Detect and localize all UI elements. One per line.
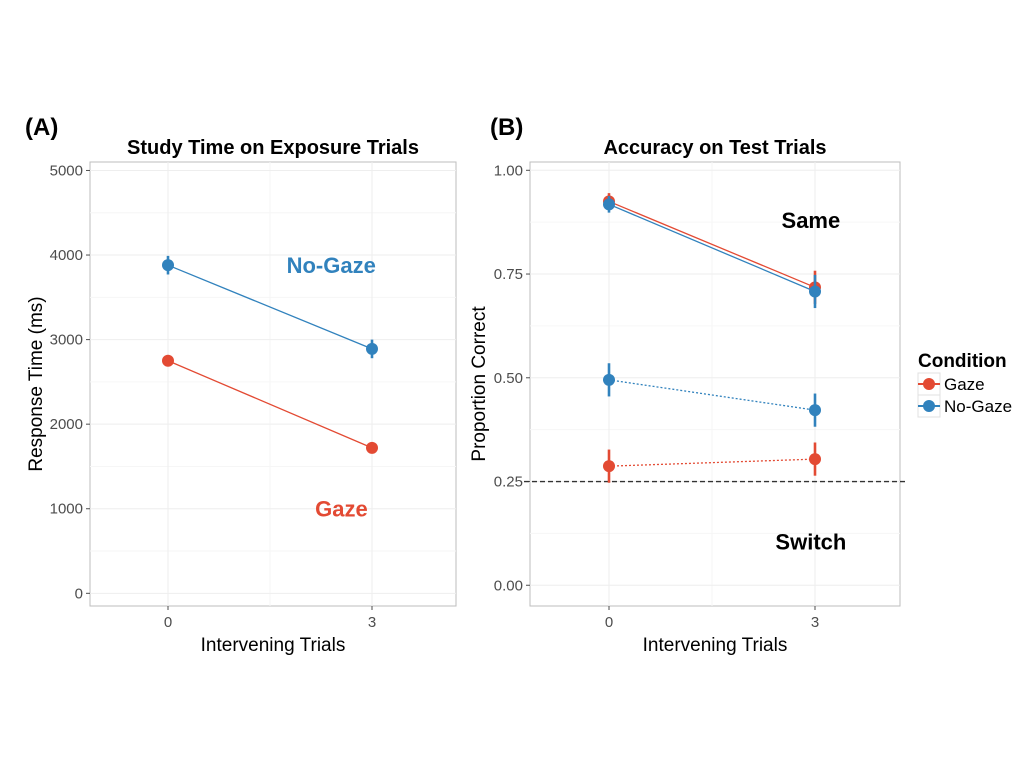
- y-tick-label: 4000: [50, 247, 83, 264]
- data-point: [809, 453, 821, 466]
- y-tick-label: 0.50: [494, 370, 523, 387]
- y-tick-label: 1000: [50, 501, 83, 518]
- data-point: [366, 441, 378, 454]
- x-tick-label: 3: [811, 614, 819, 631]
- plot-frame: [89, 161, 457, 607]
- x-tick-label: 0: [164, 614, 172, 631]
- x-axis-label: Intervening Trials: [643, 635, 788, 656]
- y-tick-label: 5000: [50, 162, 83, 179]
- panel-tag: (A): [25, 114, 58, 141]
- chart-title: Study Time on Exposure Trials: [127, 137, 419, 159]
- legend-key-marker: [923, 378, 935, 390]
- series-gaze-switch: [603, 442, 821, 483]
- y-tick-label: 0.75: [494, 266, 523, 283]
- y-tick-label: 0.00: [494, 577, 523, 594]
- series-gaze: [162, 354, 378, 454]
- y-axis-label: Response Time (ms): [26, 296, 47, 471]
- legend-item-label: No-Gaze: [944, 397, 1012, 416]
- series-line: [167, 360, 373, 449]
- plot-frame: [529, 161, 901, 607]
- annotation-label: Gaze: [315, 497, 368, 522]
- chart-title: Accuracy on Test Trials: [603, 137, 826, 159]
- y-tick-label: 3000: [50, 332, 83, 349]
- legend-key-marker: [923, 400, 935, 412]
- legend-title: Condition: [918, 351, 1007, 372]
- y-tick-label: 2000: [50, 416, 83, 433]
- series-no-gaze: [162, 255, 378, 359]
- series-no-gaze-same: [603, 196, 821, 309]
- series-no-gaze-switch: [603, 363, 821, 427]
- panel-tag: (B): [490, 114, 523, 141]
- data-point: [603, 198, 615, 211]
- data-point: [809, 404, 821, 417]
- series-line: [608, 379, 816, 411]
- data-point: [603, 373, 615, 386]
- y-axis-label: Proportion Correct: [469, 306, 490, 462]
- annotation-label: Switch: [775, 530, 846, 555]
- annotation-label: Same: [782, 208, 841, 233]
- data-point: [162, 259, 174, 272]
- legend-item-label: Gaze: [944, 375, 985, 394]
- panel-a: (A) Study Time on Exposure Trials 0 1000 200…: [25, 114, 457, 656]
- series-line: [608, 200, 816, 288]
- series-line: [167, 264, 373, 350]
- series-line: [608, 203, 816, 293]
- y-tick-label: 0: [75, 585, 83, 602]
- y-tick-label: 1.00: [494, 162, 523, 179]
- data-point: [603, 460, 615, 473]
- x-tick-label: 3: [368, 614, 376, 631]
- data-point: [162, 354, 174, 367]
- x-tick-label: 0: [605, 614, 613, 631]
- data-point: [366, 342, 378, 355]
- annotation-label: No-Gaze: [287, 253, 376, 278]
- x-axis-label: Intervening Trials: [201, 635, 346, 656]
- data-point: [809, 285, 821, 298]
- panel-b: (B) Accuracy on Test Trials 0.00 0.25 0.50 0.…: [469, 114, 906, 656]
- legend: Condition Gaze No-Gaze: [917, 351, 1012, 418]
- y-tick-label: 0.25: [494, 474, 523, 491]
